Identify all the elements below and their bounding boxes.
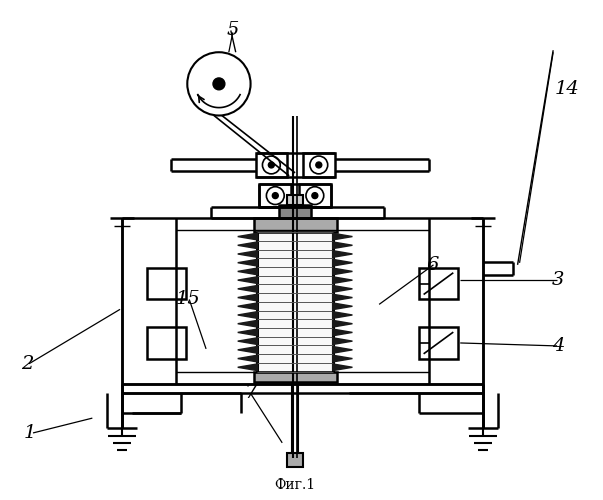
Polygon shape <box>238 277 257 283</box>
Bar <box>257 232 333 372</box>
Text: 6: 6 <box>426 256 439 274</box>
Text: Фиг.1: Фиг.1 <box>274 478 315 492</box>
Text: 14: 14 <box>555 80 579 98</box>
Polygon shape <box>238 312 257 318</box>
Polygon shape <box>333 364 352 370</box>
Text: 7: 7 <box>245 384 257 402</box>
Polygon shape <box>238 233 257 240</box>
Polygon shape <box>333 329 352 336</box>
Bar <box>287 452 303 466</box>
Text: 3: 3 <box>552 270 564 288</box>
Polygon shape <box>333 260 352 266</box>
Bar <box>147 268 186 300</box>
Text: 15: 15 <box>176 290 201 308</box>
Polygon shape <box>238 338 257 344</box>
Bar <box>303 153 335 177</box>
Bar <box>279 204 311 218</box>
Polygon shape <box>238 268 257 275</box>
Circle shape <box>312 192 318 198</box>
Polygon shape <box>238 320 257 327</box>
Text: 2: 2 <box>21 354 33 372</box>
Circle shape <box>268 162 274 168</box>
Polygon shape <box>333 355 352 362</box>
Polygon shape <box>238 260 257 266</box>
Polygon shape <box>333 294 352 301</box>
Bar <box>299 184 330 208</box>
Polygon shape <box>238 329 257 336</box>
Polygon shape <box>333 242 352 248</box>
Polygon shape <box>333 338 352 344</box>
Circle shape <box>273 192 278 198</box>
Bar <box>253 218 336 232</box>
Circle shape <box>316 162 322 168</box>
Polygon shape <box>333 346 352 353</box>
Polygon shape <box>333 286 352 292</box>
Bar <box>287 194 303 204</box>
Polygon shape <box>333 268 352 275</box>
Polygon shape <box>333 320 352 327</box>
Bar <box>253 372 336 382</box>
Polygon shape <box>238 250 257 258</box>
Polygon shape <box>333 312 352 318</box>
Circle shape <box>213 78 225 90</box>
Polygon shape <box>333 277 352 283</box>
Text: 1: 1 <box>24 424 36 442</box>
Polygon shape <box>238 286 257 292</box>
Text: 5: 5 <box>227 21 239 39</box>
Bar <box>147 327 186 359</box>
Polygon shape <box>333 303 352 310</box>
Polygon shape <box>238 242 257 248</box>
Polygon shape <box>333 233 352 240</box>
Polygon shape <box>333 250 352 258</box>
Polygon shape <box>238 294 257 301</box>
Bar <box>256 153 287 177</box>
Bar <box>418 268 458 300</box>
Bar <box>259 184 291 208</box>
Polygon shape <box>238 364 257 370</box>
Text: 4: 4 <box>552 338 564 355</box>
Polygon shape <box>238 303 257 310</box>
Polygon shape <box>238 355 257 362</box>
Polygon shape <box>238 346 257 353</box>
Bar <box>418 327 458 359</box>
